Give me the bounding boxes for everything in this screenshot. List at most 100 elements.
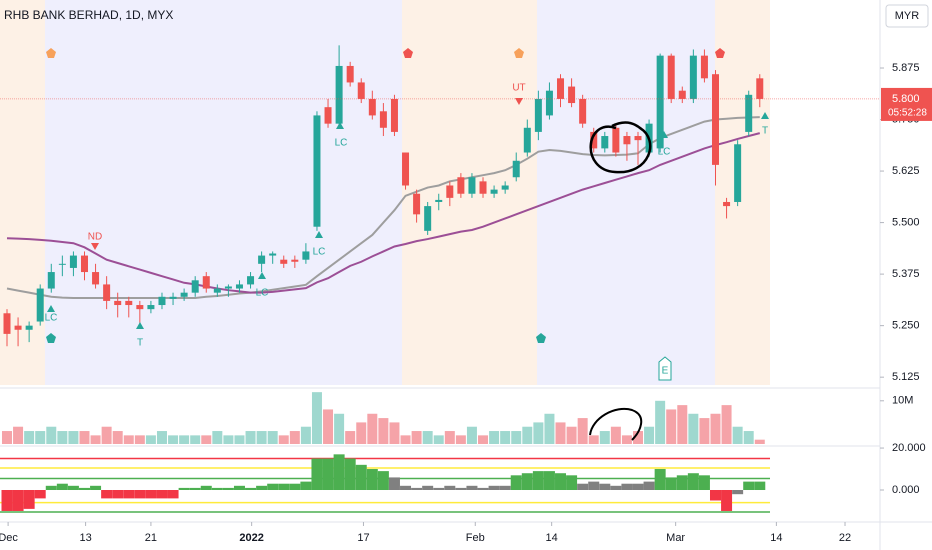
oscillator-bar [289,483,301,491]
candle-body [523,127,531,153]
candle-body [47,272,55,289]
candle-body [302,251,310,260]
volume-bar [378,418,389,444]
oscillator-bar [654,469,666,491]
signal-up [315,231,323,238]
volume-bar [688,413,699,444]
oscillator-bar [245,487,257,491]
last-price-tag [881,87,932,121]
oscillator-bar [322,458,334,491]
oscillator-bar [167,490,179,499]
volume-bar [566,426,577,444]
candle-body [678,90,686,99]
volume-bar [433,435,444,444]
candle-body [280,259,288,264]
volume-bar [334,413,345,444]
candle-body [258,255,266,264]
candle-body [202,276,210,289]
volume-bar [544,413,555,444]
band [45,0,402,385]
x-tick-label: 14 [546,532,558,544]
oscillator-bar [222,487,234,491]
volume-bar [289,431,300,444]
candle-body [92,272,100,285]
candle-body [457,177,465,194]
moving-average [6,132,761,294]
volume-bar [721,405,732,444]
oscillator-bar [499,485,511,491]
x-tick-label: 21 [145,532,157,544]
signal-down [91,243,99,250]
volume-bar [478,435,489,444]
oscillator-bar [577,483,589,491]
annotation: UT [512,83,525,94]
annotation: LC [335,138,348,149]
y-tick-label: 5.125 [892,371,920,383]
oscillator-bar [178,487,190,491]
volume-bar [300,426,311,444]
volume-bar [422,431,433,444]
volume-bar [245,431,256,444]
candle-body [479,181,487,194]
oscillator-bar [355,464,367,491]
oscillator-bar [743,481,755,491]
y-tick-label: 10M [892,395,913,407]
oscillator-bar [145,490,157,499]
volume-bar [46,426,57,444]
annotation: E [662,366,669,377]
volume-bar [234,435,245,444]
oscillator-bar [444,485,456,491]
oscillator-bar [665,477,677,491]
y-tick-label: 5.250 [892,320,920,332]
volume-bar [633,431,644,444]
currency-button[interactable] [885,4,929,28]
oscillator-bar [156,490,168,499]
candle-body [623,136,631,145]
x-tick-label: Feb [466,532,485,544]
pentagon [46,48,56,58]
signal-up [660,131,668,138]
volume-bar [24,431,35,444]
oscillator-bar [134,490,146,499]
annotation: LC [256,288,269,299]
pentagon [536,333,546,343]
candle-body [69,255,77,268]
volume-bar [168,435,179,444]
plot-layer [0,45,880,513]
oscillator-bar [34,490,46,499]
oscillator-bar [123,490,135,499]
chart-title: RHB BANK BERHAD, 1D, MYX [4,8,173,22]
signal-up [258,272,266,279]
oscillator-bar [433,487,445,491]
oscillator-bar [732,490,744,495]
annotation: LC [45,313,58,324]
volume-bar [345,431,356,444]
oscillator-bar [610,485,622,491]
volume-bar [743,431,754,444]
oscillator-bar [78,487,90,491]
annotation: LC [313,247,326,258]
signal-down [515,98,523,105]
y-tick-label: 5.375 [892,268,920,280]
candle-body [158,296,166,306]
volume-bar [278,435,289,444]
candle-body [147,305,155,310]
signal-up [336,122,344,129]
volume-bar [223,435,234,444]
candle-body [413,193,421,215]
signal-up [761,112,769,119]
volume-bar [699,418,710,444]
volume-bar [732,426,743,444]
candle-body [346,65,354,83]
volume-bar [190,435,201,444]
oscillator-bar [422,485,434,491]
earnings-flag[interactable] [658,356,672,381]
volume-bar [644,426,655,444]
volume-bar [267,431,278,444]
last-price-label: 5.800 [892,93,920,105]
volume-bar [677,405,688,444]
x-tick-label: 22 [839,532,851,544]
signal-up [136,322,144,329]
oscillator-bar [211,487,223,491]
x-tick-label: 14 [770,532,782,544]
